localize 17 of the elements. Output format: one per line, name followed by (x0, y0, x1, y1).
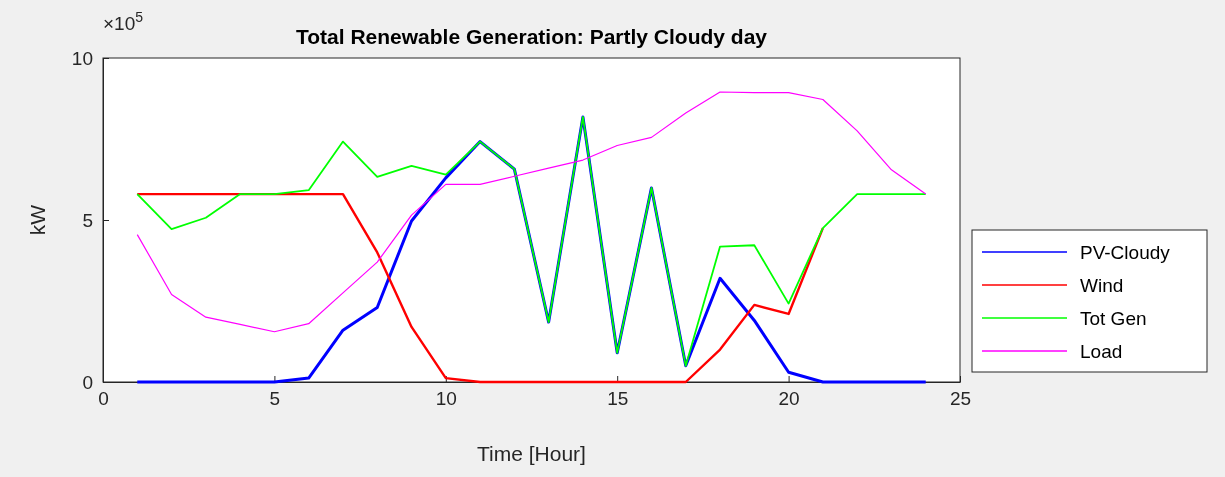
y-axis-title: kW (26, 204, 49, 236)
x-tick-label: 0 (98, 388, 109, 410)
y-tick-label: 0 (82, 371, 93, 393)
x-tick-label: 20 (778, 388, 800, 410)
legend-label: Wind (1080, 275, 1124, 296)
x-axis-title: Time [Hour] (477, 442, 586, 465)
legend-label: Tot Gen (1080, 308, 1147, 329)
x-tick-label: 25 (949, 388, 972, 410)
x-tick-label: 15 (607, 388, 629, 410)
y-tick-label: 10 (71, 47, 93, 69)
text: ×10$^{5}$ (103, 9, 144, 34)
x-tick-label: 10 (435, 388, 457, 410)
x-tick-label: 5 (269, 388, 281, 410)
legend-label: PV-Cloudy (1080, 242, 1171, 263)
y-tick-label: 5 (82, 209, 93, 231)
chart-title: Total Renewable Generation: Partly Cloudy day (295, 25, 768, 48)
legend-label: Load (1080, 341, 1123, 362)
